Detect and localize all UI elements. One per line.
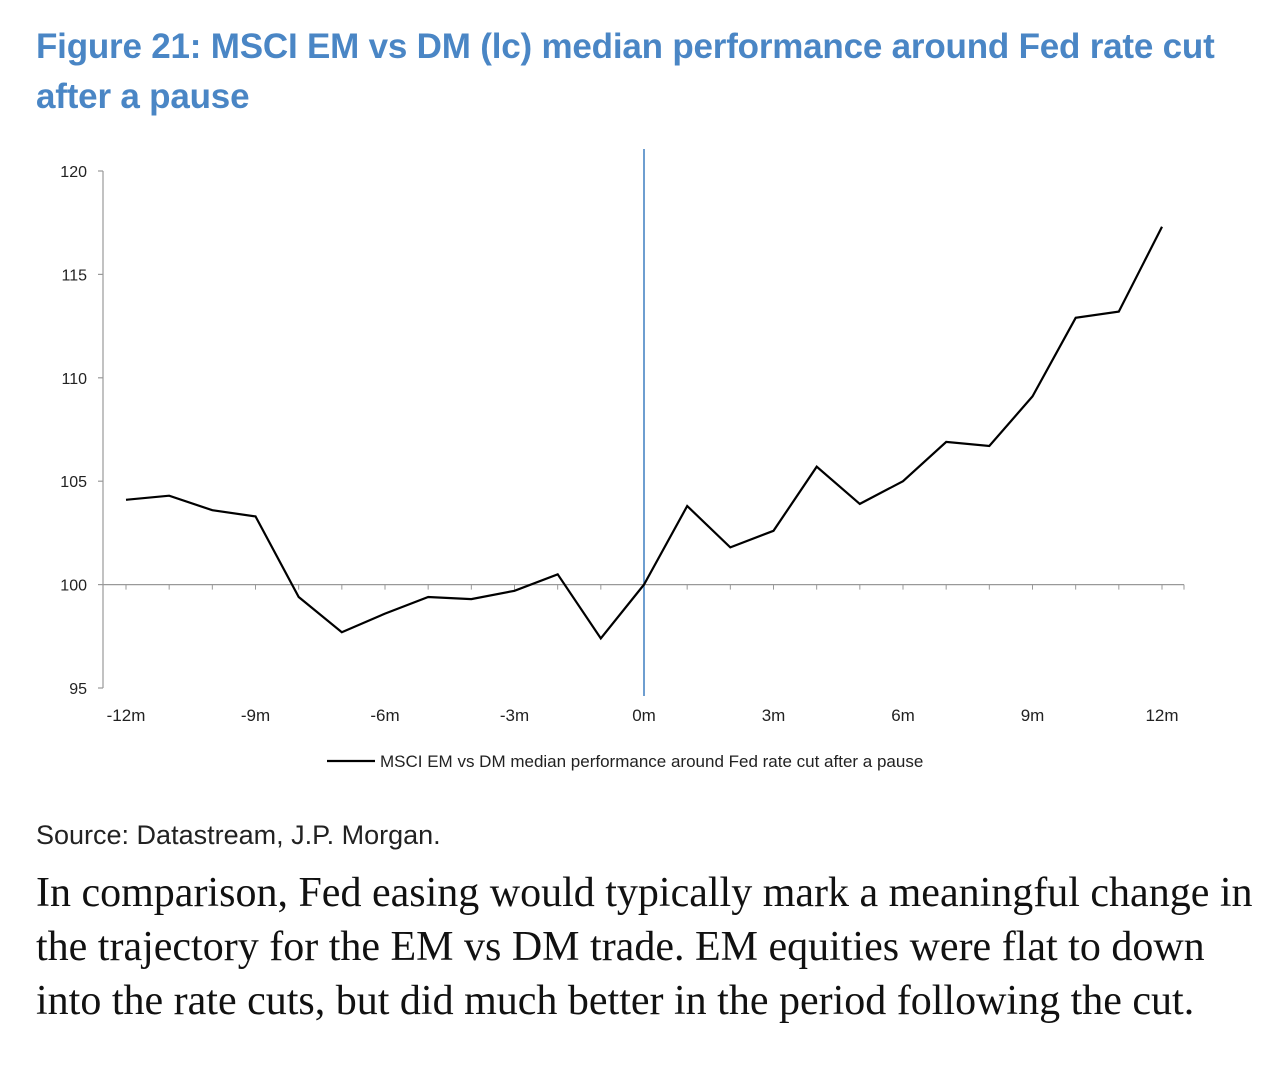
x-tick-label: -12m (107, 706, 146, 725)
x-tick-label: 9m (1021, 706, 1045, 725)
y-tick-label: 120 (60, 164, 87, 181)
source-note: Source: Datastream, J.P. Morgan. (36, 820, 441, 850)
x-tick-label: 0m (632, 706, 656, 725)
y-tick-label: 115 (61, 267, 87, 284)
x-tick-label: 3m (762, 706, 786, 725)
series-line (125, 226, 1163, 641)
x-tick-label: 6m (891, 706, 915, 725)
y-tick-label: 110 (61, 371, 87, 388)
x-tick-label: 12m (1145, 706, 1178, 725)
x-tick-label: -6m (370, 706, 399, 725)
legend-label: MSCI EM vs DM median performance around … (380, 752, 923, 771)
x-tick-label: -3m (500, 706, 529, 725)
y-tick-label: 105 (60, 474, 87, 491)
y-tick-label: 95 (69, 681, 87, 698)
y-tick-label: 100 (60, 578, 87, 595)
line-chart: 95 100 105 110 115 120 -12m -9m -6m -3m 0m 3m 6m 9m 12… (60, 149, 1185, 771)
body-paragraph: In comparison, Fed easing would typicall… (36, 870, 1253, 1024)
x-tick-label: -9m (241, 706, 270, 725)
figure-title: Figure 21: MSCI EM vs DM (lc) median per… (36, 27, 1215, 116)
